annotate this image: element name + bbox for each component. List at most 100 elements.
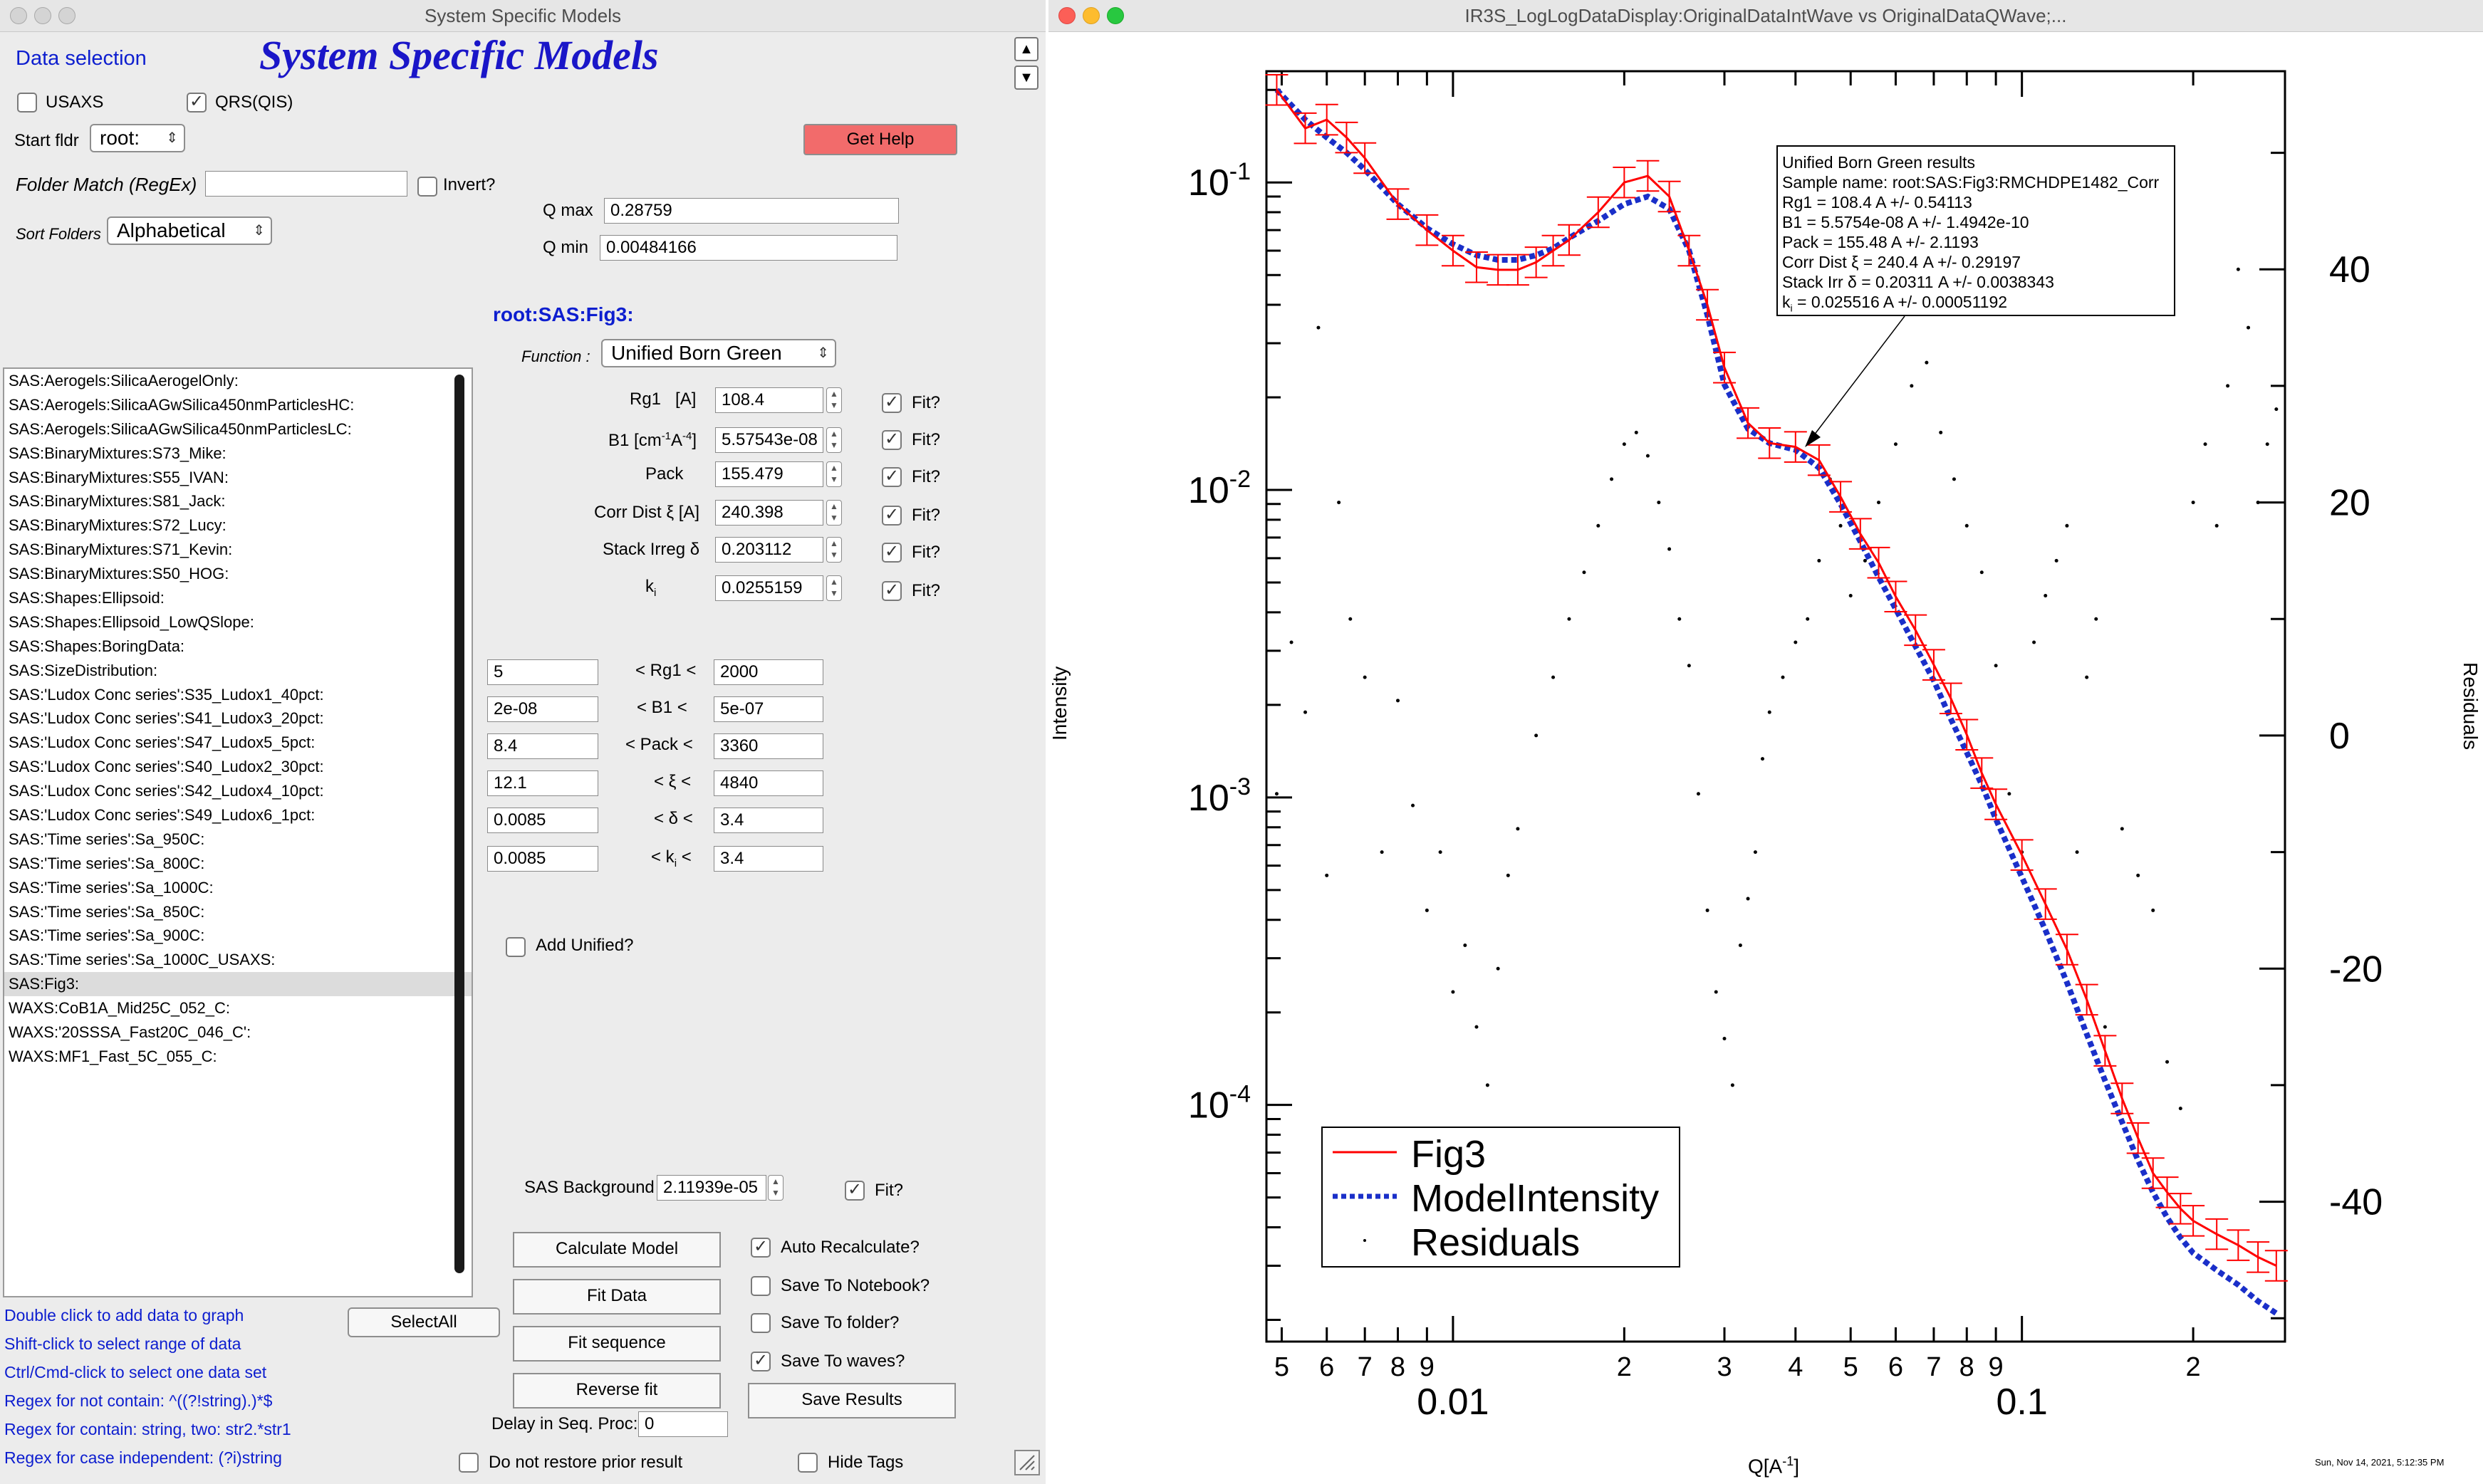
minimize-button[interactable] xyxy=(1083,7,1100,24)
param-corrdist-input[interactable]: 240.398 xyxy=(715,500,823,526)
qmax-input[interactable]: 0.28759 xyxy=(604,198,899,224)
data-list-item[interactable]: SAS:Shapes:Ellipsoid_LowQSlope: xyxy=(9,612,254,631)
param-ki-input[interactable]: 0.0255159 xyxy=(715,575,823,601)
save-notebook-checkbox[interactable] xyxy=(751,1276,771,1296)
limit-delta-high[interactable]: 3.4 xyxy=(714,808,823,833)
sort-folders-select[interactable]: Alphabetical ⇕ xyxy=(107,216,272,245)
limit-xi-low[interactable]: 12.1 xyxy=(487,770,598,796)
param-b1-stepper[interactable]: ▲ ▼ xyxy=(826,427,842,453)
close-button[interactable] xyxy=(1058,7,1076,24)
data-list-item[interactable]: SAS:Aerogels:SilicaAGwSilica450nmParticl… xyxy=(9,395,355,414)
zoom-button[interactable] xyxy=(58,7,76,24)
save-waves-checkbox[interactable]: ✓ xyxy=(751,1352,771,1371)
reverse-fit-button[interactable]: Reverse fit xyxy=(513,1373,721,1409)
add-unified-checkbox[interactable] xyxy=(506,937,526,957)
data-list-item[interactable]: SAS:'Time series':Sa_800C: xyxy=(9,854,205,872)
data-list-item[interactable]: SAS:BinaryMixtures:S73_Mike: xyxy=(9,444,227,462)
zoom-button[interactable] xyxy=(1107,7,1124,24)
qrs-checkbox[interactable]: ✓ xyxy=(187,93,207,113)
list-scrollbar[interactable] xyxy=(454,375,464,1273)
param-rg1-input[interactable]: 108.4 xyxy=(715,387,823,413)
limit-pack-low[interactable]: 8.4 xyxy=(487,733,598,759)
limit-b1-low[interactable]: 2e-08 xyxy=(487,696,598,722)
param-rg1-fit-checkbox[interactable]: ✓ xyxy=(882,393,902,413)
data-folder-list[interactable]: SAS:Aerogels:SilicaAerogelOnly: SAS:Aerog… xyxy=(3,367,473,1297)
scroll-down-button[interactable]: ▼ xyxy=(1014,66,1039,90)
data-list-item[interactable]: SAS:'Ludox Conc series':S47_Ludox5_5pct: xyxy=(9,733,316,752)
fit-sequence-button[interactable]: Fit sequence xyxy=(513,1326,721,1362)
delay-input[interactable]: 0 xyxy=(638,1411,728,1437)
param-corrdist-fit-checkbox[interactable]: ✓ xyxy=(882,506,902,526)
data-list-item[interactable]: SAS:'Time series':Sa_850C: xyxy=(9,902,205,921)
data-list-item[interactable]: SAS:BinaryMixtures:S50_HOG: xyxy=(9,565,229,583)
limit-ki-high[interactable]: 3.4 xyxy=(714,846,823,872)
data-list-item[interactable]: SAS:SizeDistribution: xyxy=(9,661,158,679)
param-stackirreg-input[interactable]: 0.203112 xyxy=(715,537,823,563)
limit-rg1-low[interactable]: 5 xyxy=(487,659,598,685)
data-list-item[interactable]: SAS:Shapes:BoringData: xyxy=(9,637,185,655)
limit-xi-high[interactable]: 4840 xyxy=(714,770,823,796)
data-list-item[interactable]: SAS:'Time series':Sa_1000C_USAXS: xyxy=(9,951,276,969)
get-help-button[interactable]: Get Help xyxy=(803,124,957,155)
data-list-item[interactable]: SAS:BinaryMixtures:S72_Lucy: xyxy=(9,516,227,535)
data-list-item[interactable]: SAS:'Time series':Sa_950C: xyxy=(9,830,205,848)
save-folder-checkbox[interactable] xyxy=(751,1313,771,1333)
param-stackirreg-stepper[interactable]: ▲ ▼ xyxy=(826,537,842,563)
usaxs-checkbox[interactable] xyxy=(17,93,37,113)
param-b1-fit-checkbox[interactable]: ✓ xyxy=(882,430,902,450)
data-list-item[interactable]: SAS:BinaryMixtures:S71_Kevin: xyxy=(9,540,233,559)
data-list-item[interactable]: WAXS:'20SSSA_Fast20C_046_C': xyxy=(9,1023,251,1042)
calculate-model-button[interactable]: Calculate Model xyxy=(513,1232,721,1268)
resize-grip-icon[interactable] xyxy=(1014,1450,1040,1475)
function-select[interactable]: Unified Born Green ⇕ xyxy=(601,339,836,367)
param-pack-fit-checkbox[interactable]: ✓ xyxy=(882,467,902,487)
data-list-item[interactable]: WAXS:CoB1A_Mid25C_052_C: xyxy=(9,999,231,1018)
no-restore-checkbox[interactable] xyxy=(459,1453,479,1473)
scroll-up-button[interactable]: ▲ xyxy=(1014,37,1039,61)
limit-pack-high[interactable]: 3360 xyxy=(714,733,823,759)
limit-rg1-high[interactable]: 2000 xyxy=(714,659,823,685)
data-list-item[interactable]: SAS:Aerogels:SilicaAGwSilica450nmParticl… xyxy=(9,419,352,438)
limit-b1-high[interactable]: 5e-07 xyxy=(714,696,823,722)
param-stackirreg-fit-checkbox[interactable]: ✓ xyxy=(882,543,902,563)
data-list-item[interactable]: SAS:Shapes:Ellipsoid: xyxy=(9,589,165,607)
data-list-item[interactable]: SAS:'Ludox Conc series':S49_Ludox6_1pct: xyxy=(9,806,316,825)
data-list-item[interactable]: SAS:Fig3: xyxy=(4,972,472,997)
select-all-button[interactable]: SelectAll xyxy=(348,1307,500,1337)
param-b1-input[interactable]: 5.57543e-08 xyxy=(715,427,823,453)
param-pack-input[interactable]: 155.479 xyxy=(715,461,823,487)
param-rg1-stepper[interactable]: ▲ ▼ xyxy=(826,387,842,413)
fit-data-button[interactable]: Fit Data xyxy=(513,1279,721,1315)
data-list-item[interactable]: WAXS:MF1_Fast_5C_055_C: xyxy=(9,1047,217,1065)
data-list-item[interactable]: SAS:Aerogels:SilicaAerogelOnly: xyxy=(9,372,239,390)
residual-point xyxy=(2265,442,2269,446)
data-list-item[interactable]: SAS:'Ludox Conc series':S35_Ludox1_40pct… xyxy=(9,685,324,704)
param-pack-stepper[interactable]: ▲ ▼ xyxy=(826,461,842,487)
data-list-item[interactable]: SAS:'Ludox Conc series':S42_Ludox4_10pct… xyxy=(9,782,324,800)
sas-background-fit-checkbox[interactable]: ✓ xyxy=(845,1181,865,1201)
folder-match-input[interactable] xyxy=(205,171,407,197)
hide-tags-checkbox[interactable] xyxy=(798,1453,818,1473)
save-results-button[interactable]: Save Results xyxy=(748,1383,956,1418)
data-list-item[interactable]: SAS:'Ludox Conc series':S41_Ludox3_20pct… xyxy=(9,709,324,728)
auto-recalculate-checkbox[interactable]: ✓ xyxy=(751,1238,771,1258)
data-list-item[interactable]: SAS:BinaryMixtures:S55_IVAN: xyxy=(9,468,229,486)
start-folder-select[interactable]: root: ⇕ xyxy=(90,124,185,152)
invert-checkbox[interactable] xyxy=(417,177,437,197)
param-ki-stepper[interactable]: ▲ ▼ xyxy=(826,575,842,601)
limit-delta-low[interactable]: 0.0085 xyxy=(487,808,598,833)
sas-background-input[interactable]: 2.11939e-05 xyxy=(657,1175,766,1201)
close-button[interactable] xyxy=(10,7,27,24)
results-annotation[interactable]: Unified Born Green results Sample name: … xyxy=(1776,145,2175,316)
minimize-button[interactable] xyxy=(34,7,51,24)
qmin-input[interactable]: 0.00484166 xyxy=(600,235,897,261)
data-list-item[interactable]: SAS:'Ludox Conc series':S40_Ludox2_30pct… xyxy=(9,758,324,776)
limit-ki-low[interactable]: 0.0085 xyxy=(487,846,598,872)
param-ki-fit-checkbox[interactable]: ✓ xyxy=(882,581,902,601)
data-list-item[interactable]: SAS:'Time series':Sa_1000C: xyxy=(9,878,214,897)
param-corrdist-stepper[interactable]: ▲ ▼ xyxy=(826,500,842,526)
data-list-item[interactable]: SAS:'Time series':Sa_900C: xyxy=(9,926,205,945)
data-list-item[interactable]: SAS:BinaryMixtures:S81_Jack: xyxy=(9,492,226,511)
sas-background-stepper[interactable]: ▲ ▼ xyxy=(768,1175,784,1201)
